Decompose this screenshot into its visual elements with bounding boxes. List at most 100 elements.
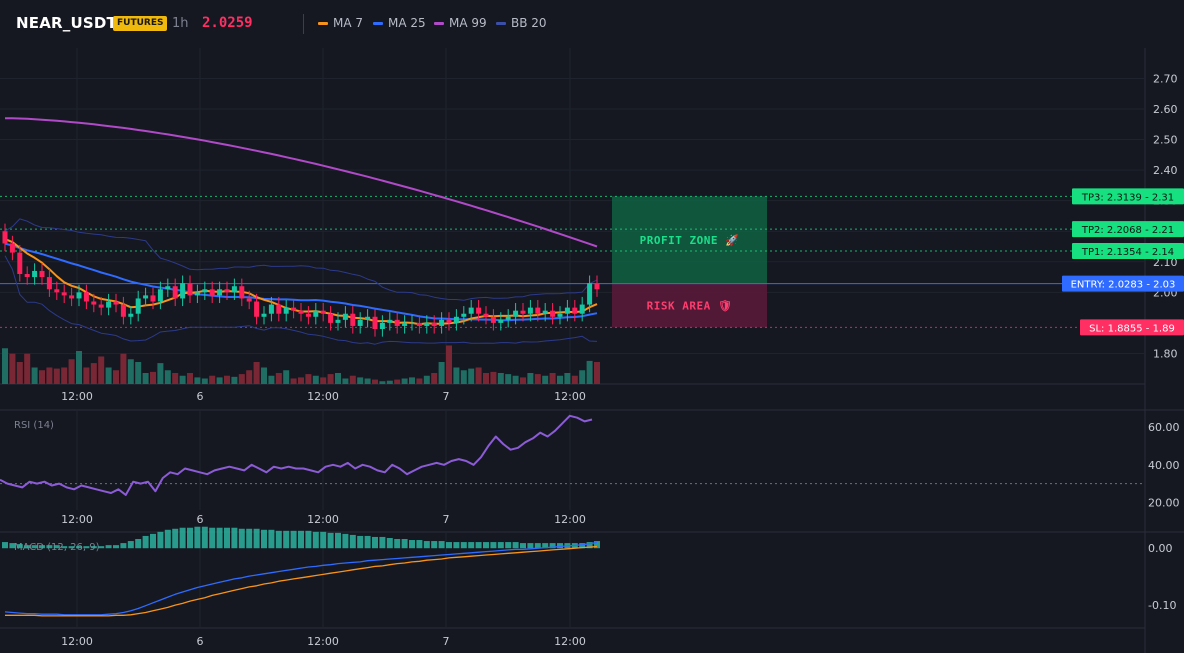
macd-histogram-bar xyxy=(320,531,327,549)
candle-body xyxy=(187,283,193,296)
macd-histogram-bar xyxy=(453,542,460,549)
volume-bar xyxy=(534,374,541,384)
candle-body xyxy=(54,289,60,293)
candle-body xyxy=(305,313,311,317)
volume-bar xyxy=(460,370,467,384)
candle-body xyxy=(202,289,208,293)
macd-histogram-bar xyxy=(542,543,549,549)
candle-body xyxy=(572,307,578,314)
chart-background xyxy=(0,48,1184,653)
volume-bar xyxy=(231,376,238,384)
rsi-time-tick: 6 xyxy=(197,513,204,526)
macd-histogram-bar xyxy=(135,539,142,549)
legend-bb20[interactable]: BB 20 xyxy=(496,16,547,30)
candle-body xyxy=(76,292,82,299)
candle-body xyxy=(61,292,67,296)
macd-histogram-bar xyxy=(179,527,186,549)
volume-bar xyxy=(386,380,393,384)
volume-bar xyxy=(179,375,186,384)
price-time-tick: 7 xyxy=(443,390,450,403)
legend-ma7[interactable]: MA 7 xyxy=(318,16,363,30)
profit-zone-label: PROFIT ZONE 🚀 xyxy=(640,234,740,247)
volume-bar xyxy=(594,362,600,384)
macd-histogram-bar xyxy=(224,527,230,549)
volume-bar xyxy=(497,373,504,384)
macd-histogram-bar xyxy=(194,526,201,549)
candle-body xyxy=(490,316,496,323)
macd-histogram-bar xyxy=(579,543,586,549)
macd-histogram-bar xyxy=(283,530,290,549)
rsi-pane-label: RSI (14) xyxy=(14,420,54,431)
candle-body xyxy=(535,307,541,314)
candle-body xyxy=(431,322,437,326)
volume-bar xyxy=(172,373,179,384)
macd-histogram-bar xyxy=(290,530,297,549)
candle-body xyxy=(505,316,511,320)
macd-histogram-bar xyxy=(468,542,475,549)
volume-bar xyxy=(423,375,430,384)
candle-body xyxy=(9,243,15,253)
timeframe-label[interactable]: 1h xyxy=(172,16,189,31)
candle-body xyxy=(476,307,482,314)
legend-ma99[interactable]: MA 99 xyxy=(434,16,487,30)
volume-bar xyxy=(24,353,31,384)
macd-histogram-bar xyxy=(83,546,90,549)
volume-bar xyxy=(349,375,356,384)
tp-price-tag xyxy=(1072,188,1184,205)
candle-body xyxy=(32,270,38,278)
legend-ma7-label: MA 7 xyxy=(333,16,364,30)
tp-price-tag xyxy=(1072,242,1184,259)
macd-histogram-bar xyxy=(505,542,512,549)
candle-body xyxy=(135,298,141,314)
volume-bar xyxy=(401,378,408,384)
symbol-name[interactable]: NEAR_USDT xyxy=(16,14,117,32)
candle-body xyxy=(520,310,526,314)
macd-histogram-bar xyxy=(39,545,45,549)
candle-body xyxy=(328,313,334,323)
rsi-time-tick: 12:00 xyxy=(554,513,586,526)
rsi-time-tick: 7 xyxy=(443,513,450,526)
volume-bar xyxy=(224,375,230,384)
macd-histogram-bar xyxy=(142,535,149,549)
chart-canvas[interactable]: PROFIT ZONE 🚀 RISK AREA 🛡 2.70 2.60 2.50 2.40… xyxy=(0,48,1184,653)
macd-histogram-bar xyxy=(557,543,563,549)
macd-histogram-bar xyxy=(275,530,282,549)
candle-body xyxy=(128,313,134,317)
candle-body xyxy=(550,310,556,317)
macd-histogram-bar xyxy=(349,534,356,549)
volume-bar xyxy=(238,374,245,384)
volume-bar xyxy=(9,353,16,384)
macd-histogram-bar xyxy=(98,546,105,549)
volume-bar xyxy=(61,367,68,384)
volume-bar xyxy=(416,378,423,384)
volume-bar xyxy=(357,377,364,384)
candle-body xyxy=(106,301,112,308)
bb-lower-line xyxy=(4,255,598,345)
candle-body xyxy=(527,307,533,314)
macd-histogram-bar xyxy=(150,533,156,549)
macd-time-tick: 6 xyxy=(197,635,204,648)
macd-histogram-bar xyxy=(594,541,600,549)
legend-ma99-label: MA 99 xyxy=(449,16,487,30)
volume-bar xyxy=(98,356,105,384)
macd-histogram-bar xyxy=(24,545,31,549)
price-tick-label: 2.50 xyxy=(1153,134,1178,147)
candle-body xyxy=(91,301,97,305)
volume-bar xyxy=(335,373,341,384)
candle-body xyxy=(579,304,585,314)
entry-price-tag xyxy=(1062,275,1184,292)
candle-body xyxy=(335,319,341,323)
macd-histogram-bar xyxy=(172,528,179,549)
volume-bar xyxy=(438,362,445,384)
rsi-tick-label: 20.00 xyxy=(1148,496,1180,509)
legend-ma25[interactable]: MA 25 xyxy=(373,16,426,30)
candle-body xyxy=(246,298,252,302)
volume-bar xyxy=(246,370,253,384)
volume-bar xyxy=(53,368,60,384)
volume-bar xyxy=(290,378,297,384)
macd-histogram-bar xyxy=(68,546,75,549)
volume-bar xyxy=(364,378,371,384)
volume-bar xyxy=(76,351,82,384)
candle-body xyxy=(409,322,415,324)
macd-histogram-bar xyxy=(423,541,430,549)
